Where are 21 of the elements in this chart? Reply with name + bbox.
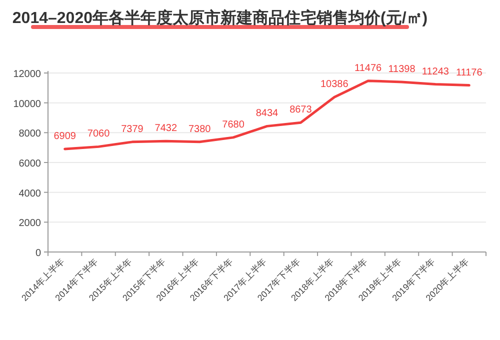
data-label: 7432 (154, 123, 178, 134)
data-label: 8434 (256, 108, 279, 120)
data-label: 10386 (320, 79, 349, 90)
data-label: 11176 (456, 67, 483, 78)
y-tick-label: 4000 (18, 188, 42, 200)
y-tick-label: 6000 (18, 158, 42, 170)
data-label: 7379 (121, 124, 144, 135)
data-label: 11476 (354, 62, 382, 74)
data-label: 11398 (388, 64, 416, 75)
data-label: 7680 (222, 119, 245, 130)
chart-title: 2014–2020年各半年度太原市新建商品住宅销售均价(元/㎡) (12, 8, 428, 27)
data-label: 7380 (188, 124, 212, 135)
data-label: 6909 (54, 130, 76, 142)
data-label: 11243 (422, 66, 450, 78)
y-tick-label: 8000 (18, 128, 42, 140)
data-label: 8673 (290, 104, 312, 116)
y-tick-label: 12000 (13, 69, 42, 80)
y-tick-label: 10000 (13, 98, 42, 110)
y-tick-label: 2000 (18, 218, 42, 230)
y-tick-label: 0 (35, 248, 42, 259)
data-label: 7060 (87, 128, 110, 140)
